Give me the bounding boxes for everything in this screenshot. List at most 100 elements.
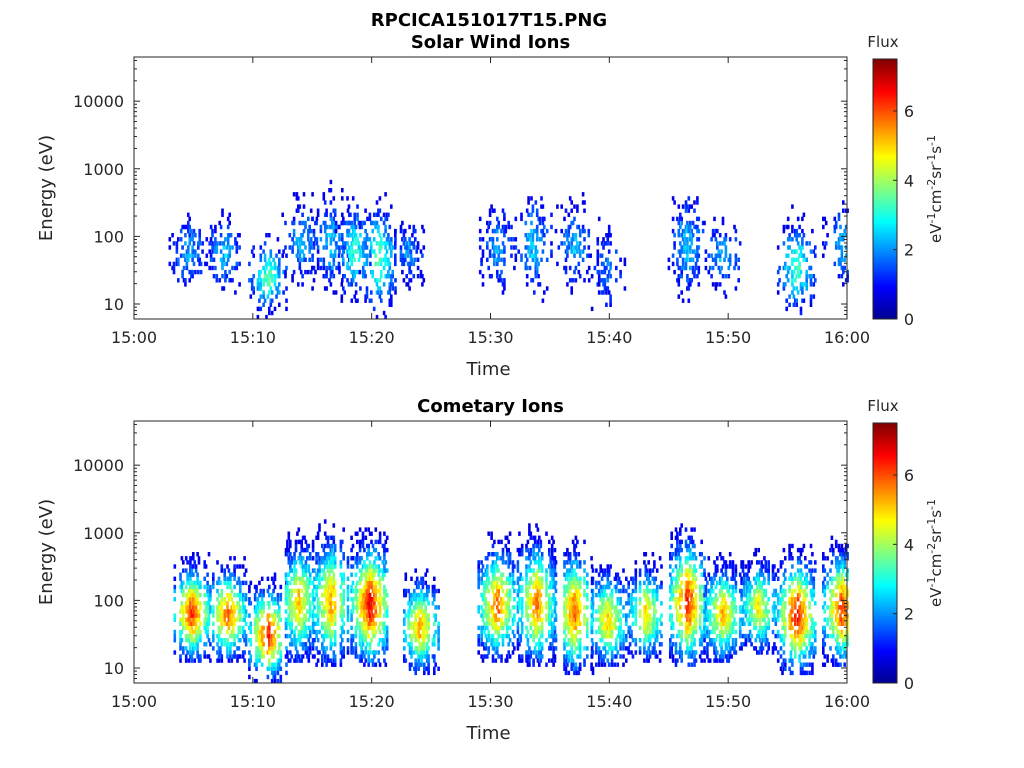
flux-cell [600,278,604,283]
flux-cell [258,269,261,275]
flux-cell [290,617,293,622]
flux-cell [408,633,412,639]
flux-cell [571,617,575,622]
flux-cell [792,302,796,307]
flux-cell [273,261,277,267]
flux-cell [214,237,217,242]
flux-cell [372,306,376,312]
flux-cell [306,654,309,659]
flux-cell [581,249,585,254]
flux-cell [353,237,356,242]
flux-cell [332,658,336,663]
flux-cell [361,531,365,536]
flux-cell [342,588,345,594]
flux-cell [212,609,215,614]
flux-cell [278,613,281,618]
flux-cell [415,605,419,610]
flux-cell [377,642,380,647]
flux-cell [737,278,740,283]
flux-cell [716,241,719,246]
flux-cell [540,196,543,201]
flux-cell [394,233,397,238]
flux-cell [388,224,392,230]
flux-cell [734,237,738,242]
flux-cell [434,617,437,622]
flux-cell [384,588,388,594]
flux-cell [566,576,569,581]
flux-cell [218,241,221,246]
colorbar-frame [872,58,898,320]
flux-cell [192,605,195,610]
flux-cell [332,274,336,279]
flux-cell [212,584,215,590]
flux-cell [374,609,378,614]
flux-cell [368,298,372,303]
flux-cell [570,249,573,254]
flux-cell [496,556,499,561]
flux-cell [384,192,387,197]
flux-cell [567,556,571,561]
flux-cell [540,617,544,622]
flux-cell [289,543,292,549]
flux-cell [385,568,389,573]
flux-cell [568,613,572,618]
flux-cell [552,621,555,626]
flux-cell [550,253,553,258]
flux-cell [331,535,334,540]
flux-cell [808,265,811,271]
flux-cell [689,220,692,226]
flux-cell [339,625,343,631]
flux-cell [196,633,199,639]
flux-cell [287,597,291,602]
flux-cell [494,629,498,635]
flux-cell [228,269,231,275]
flux-cell [782,286,786,291]
flux-cell [339,642,343,647]
flux-cell [326,625,330,631]
flux-cell [304,601,308,606]
flux-cell [568,629,572,635]
flux-cell [383,543,386,549]
flux-cell [514,253,518,258]
flux-cell [332,224,336,230]
flux-cell [564,249,568,254]
flux-cell [333,253,337,258]
flux-cell [363,572,366,577]
flux-cell [606,241,610,246]
flux-cell [619,269,622,275]
flux-cell [350,245,354,250]
y-axis-label: Energy (eV) [36,135,57,241]
flux-cell [421,597,425,602]
flux-cell [371,564,375,569]
flux-cell [193,588,196,594]
flux-cell [613,625,617,631]
flux-cell [197,625,201,631]
flux-cell [481,625,485,631]
flux-cell [182,605,185,610]
flux-cell [606,584,610,590]
flux-cell [289,642,292,647]
flux-cell [297,601,301,606]
colorbar-step [873,108,897,112]
flux-cell [378,257,382,262]
flux-cell [378,588,382,594]
flux-cell [193,609,196,614]
flux-cell [311,253,314,258]
flux-cell [494,650,498,655]
flux-cell [540,629,544,635]
flux-cell [487,638,490,643]
flux-cell [358,592,362,598]
flux-cell [576,576,579,581]
flux-cell [792,269,796,275]
flux-cell [377,564,380,569]
flux-cell [323,629,327,635]
flux-cell [414,601,417,606]
flux-cell [689,237,692,242]
flux-cell [378,597,382,602]
flux-cell [414,613,417,618]
flux-cell [329,552,333,557]
flux-cell [421,224,424,230]
flux-cell [374,629,378,635]
flux-cell [809,294,813,299]
flux-cell [600,241,604,246]
